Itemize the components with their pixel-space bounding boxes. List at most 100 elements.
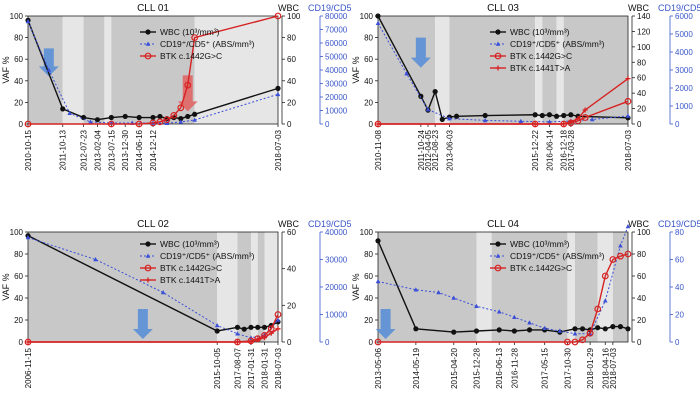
legend-label: WBC (10³/mm³) — [160, 239, 220, 249]
cd19-tick-label: 40 — [675, 283, 684, 292]
shade-band — [83, 16, 105, 124]
btk-point — [586, 329, 594, 337]
cd19-point — [425, 107, 431, 112]
x-tick-label: 2014-05-19 — [412, 347, 421, 388]
wbc-point — [610, 324, 616, 330]
btk-point — [170, 111, 178, 119]
btk2-point — [375, 121, 381, 127]
cd19-tick-label: 5000 — [675, 30, 693, 39]
legend-label: WBC (10³/mm³) — [160, 27, 220, 37]
btk-point — [374, 338, 382, 346]
cd19-point — [67, 110, 72, 115]
btk2-point — [255, 337, 261, 343]
x-tick-label: 2017-08-07 — [233, 347, 242, 388]
legend-marker — [145, 241, 151, 247]
wbc-point — [568, 112, 574, 118]
wbc-point — [94, 117, 101, 123]
wbc-point — [439, 116, 445, 122]
cd19-tick-label: 2000 — [675, 84, 693, 93]
cd19-point — [192, 117, 197, 122]
cd19-point — [482, 117, 488, 123]
cd19-tick-label: 0 — [325, 120, 330, 129]
shade-band — [567, 232, 575, 342]
btk-point — [177, 104, 185, 112]
y-tick-label: 40 — [14, 294, 23, 303]
cd19-tick-label: 80000 — [325, 12, 348, 21]
wbc-tick-label: 0 — [287, 120, 292, 129]
shade-band — [449, 16, 536, 124]
y-axis-label: VAF % — [351, 273, 361, 300]
x-tick-label: 2018-01-31 — [260, 347, 269, 388]
wbc-tick-label: 60 — [287, 228, 296, 237]
cd19-point — [618, 243, 623, 248]
btk2-point — [582, 107, 588, 113]
legend-marker — [495, 29, 501, 35]
cd19-tick-label: 0 — [675, 338, 680, 347]
cd19-tick-label: 4000 — [675, 48, 693, 57]
legend-marker — [495, 241, 501, 247]
x-tick-label: 2017-01-31 — [247, 347, 256, 388]
cd19-tick-label: 40000 — [325, 66, 348, 75]
btk-point — [601, 272, 609, 280]
wbc-point — [539, 112, 545, 119]
cd19-point — [46, 67, 52, 72]
wbc-tick-label: 40 — [287, 77, 296, 86]
y-tick-label: 0 — [369, 338, 374, 347]
y-tick-label: 0 — [19, 338, 24, 347]
btk-point — [571, 338, 579, 346]
btk-point — [581, 114, 589, 121]
wbc-point — [108, 114, 114, 121]
wbc-tick-label: 40 — [637, 294, 646, 303]
shade-band — [435, 16, 450, 124]
wbc-point — [451, 329, 457, 335]
series-line — [28, 15, 279, 125]
legend-marker — [145, 253, 151, 258]
shade-band — [104, 16, 112, 124]
cd19-point — [572, 331, 578, 336]
shade-band — [563, 16, 628, 124]
btk2-point — [568, 119, 574, 125]
panel-2: CLL 03 0 20 40 60 80 100 VAF % 0 20 40 60 80 100 120 14… — [351, 3, 700, 171]
shade-band — [535, 16, 543, 124]
btk2-point — [275, 326, 281, 332]
legend-label: BTK c.1441T>A — [510, 63, 571, 73]
wbc-point — [248, 324, 254, 330]
btk2-point — [575, 116, 581, 122]
cd19-point — [93, 257, 98, 262]
series-line — [377, 22, 629, 123]
cd19-point — [625, 113, 631, 118]
btk-point — [274, 12, 282, 20]
btk-point — [156, 118, 164, 126]
x-tick-label: 2015-04-20 — [450, 347, 459, 388]
y-tick-label: 80 — [14, 250, 23, 259]
cd19-tick-label: 20 — [675, 311, 684, 320]
wbc-point — [80, 114, 87, 121]
cd19-point — [625, 224, 631, 229]
cd19-tick-label: 60000 — [325, 39, 348, 48]
legend-marker — [144, 264, 152, 272]
x-tick-label: 2010-11-08 — [374, 129, 383, 170]
cd19-tick-label: 0 — [675, 120, 680, 129]
btk-point — [274, 311, 282, 318]
btk-point — [191, 34, 199, 41]
cd19-point — [88, 119, 93, 124]
wbc-tick-label: 0 — [287, 338, 292, 347]
wbc-axis-label: WBC — [628, 219, 649, 229]
btk2-point — [268, 330, 274, 336]
btk2-point — [561, 121, 567, 127]
wbc-tick-label: 20 — [287, 98, 296, 107]
y-tick-label: 40 — [364, 294, 373, 303]
wbc-axis-label: WBC — [278, 219, 299, 229]
cd19-tick-label: 10000 — [325, 107, 348, 116]
x-tick-label: 2013-02-04 — [93, 129, 102, 170]
cd19-tick-label: 10000 — [325, 311, 348, 320]
cd19-point — [375, 279, 381, 284]
wbc-point — [579, 326, 586, 332]
x-tick-label: 2014-06-16 — [135, 129, 144, 170]
cd19-point — [602, 298, 608, 303]
y-tick-label: 80 — [14, 34, 23, 43]
blue-arrow-icon — [38, 48, 59, 77]
cd19-point — [25, 18, 31, 24]
legend-label: BTK c.1442G>C — [510, 51, 572, 61]
btk-point — [135, 120, 143, 128]
